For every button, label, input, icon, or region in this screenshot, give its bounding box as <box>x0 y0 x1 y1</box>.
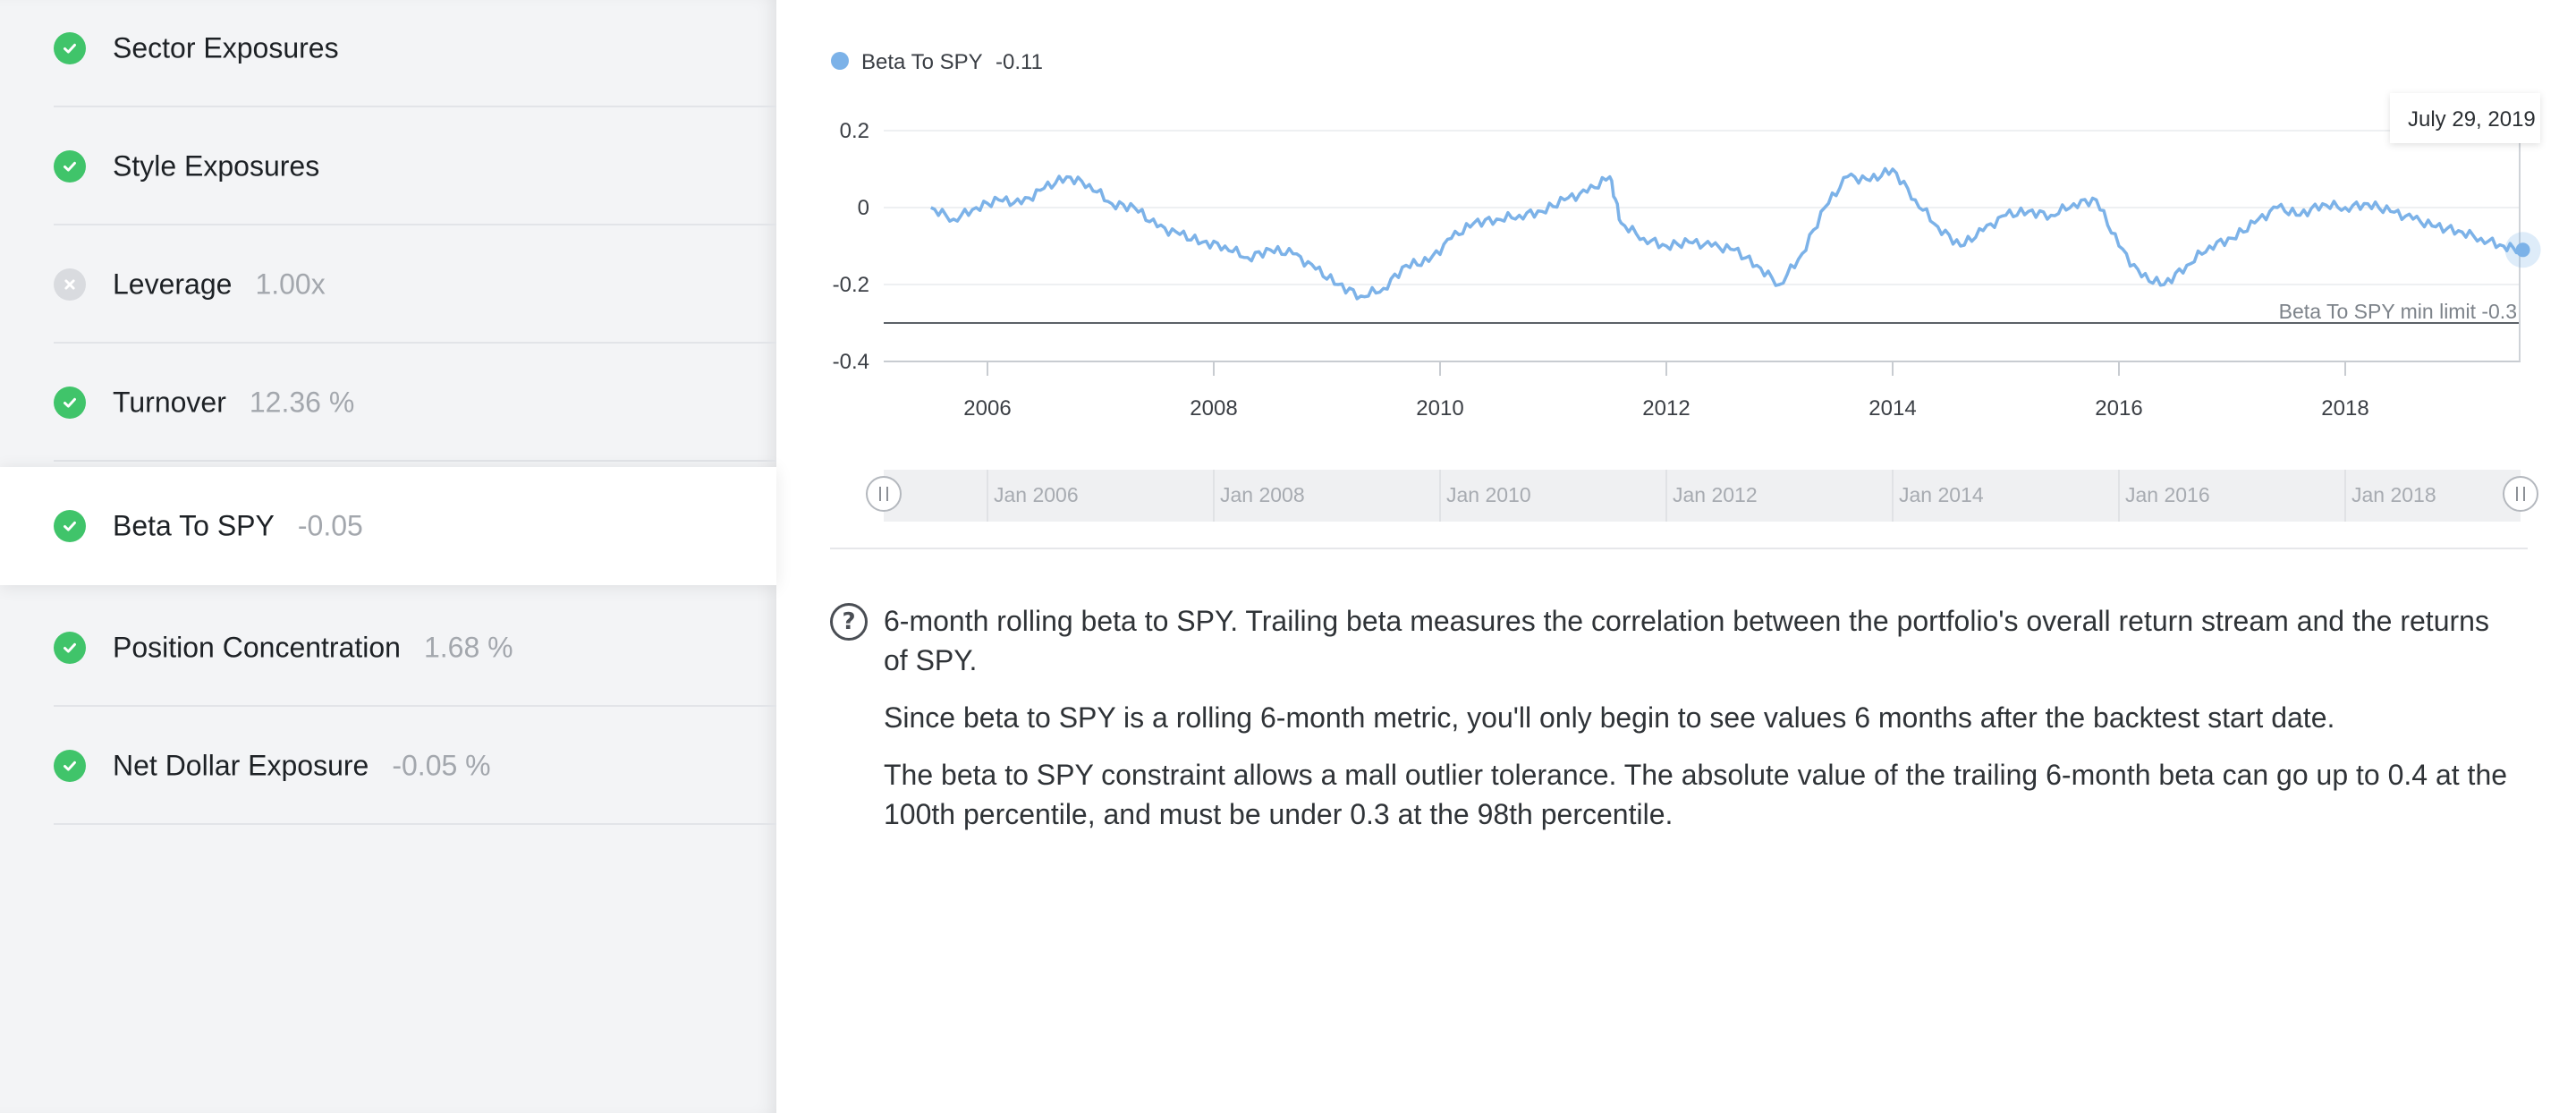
x-tick-label: 2018 <box>2321 396 2368 421</box>
divider <box>54 106 776 107</box>
y-tick-label: 0 <box>858 196 869 220</box>
x-tick-label: 2012 <box>1642 396 1690 421</box>
check-circle-icon <box>54 632 86 664</box>
navigator-label: Jan 2010 <box>1446 483 1531 506</box>
sidebar-item-value: 1.68 % <box>423 631 513 664</box>
sidebar-item-label: Leverage <box>113 268 233 301</box>
navigator-label: Jan 2006 <box>994 483 1079 506</box>
tooltip-box <box>2390 93 2540 143</box>
range-navigator[interactable]: Jan 2006 Jan 2008 Jan 2010 Jan 2012 Jan … <box>866 470 2538 522</box>
navigator-handle-right[interactable] <box>2503 476 2538 512</box>
x-tick-label: 2010 <box>1416 396 1463 421</box>
check-circle-icon <box>54 387 86 419</box>
y-tick-label: -0.2 <box>833 273 869 297</box>
x-tick-label: 2006 <box>963 396 1011 421</box>
navigator-label: Jan 2018 <box>2351 483 2436 506</box>
sidebar-item-label: Turnover <box>113 386 226 419</box>
navigator-label: Jan 2014 <box>1899 483 1984 506</box>
sidebar-item-value: 1.00x <box>255 268 326 301</box>
navigator-track <box>884 470 2521 522</box>
navigator-label: Jan 2008 <box>1220 483 1305 506</box>
check-circle-icon <box>54 150 86 183</box>
legend-marker <box>831 52 849 70</box>
constraints-sidebar: Sector Exposures Style Exposures Leverag… <box>0 0 776 1113</box>
legend-series-name: Beta To SPY <box>861 50 983 74</box>
navigator-label: Jan 2012 <box>1673 483 1758 506</box>
section-divider <box>830 548 2528 549</box>
chart-legend[interactable]: Beta To SPY -0.11 <box>831 50 1043 74</box>
sidebar-item-label: Beta To SPY <box>113 509 275 542</box>
tooltip-date: July 29, 2019 <box>2408 107 2536 132</box>
min-limit-label: Beta To SPY min limit -0.3 <box>2279 300 2517 323</box>
beta-series-line[interactable] <box>930 166 2525 301</box>
question-circle-icon: ? <box>830 603 868 641</box>
navigator-label: Jan 2016 <box>2125 483 2210 506</box>
sidebar-item-sector-exposures[interactable]: Sector Exposures <box>0 0 776 107</box>
beta-chart: Beta To SPY -0.11 0.2 0 -0.2 -0.4 2006 2… <box>831 50 2541 522</box>
description-paragraph: The beta to SPY constraint allows a mall… <box>884 759 2508 830</box>
sidebar-item-label: Net Dollar Exposure <box>113 749 369 782</box>
sidebar-item-value: -0.05 % <box>392 749 491 782</box>
divider <box>54 460 776 462</box>
y-tick-label: 0.2 <box>840 119 869 143</box>
sidebar-item-net-dollar-exposure[interactable]: Net Dollar Exposure -0.05 % <box>0 707 776 825</box>
sidebar-item-position-concentration[interactable]: Position Concentration 1.68 % <box>0 589 776 707</box>
divider <box>54 342 776 344</box>
chart-tooltip: July 29, 2019 <box>2390 93 2540 143</box>
description-paragraph: 6-month rolling beta to SPY. Trailing be… <box>884 605 2489 676</box>
sidebar-item-style-exposures[interactable]: Style Exposures <box>0 107 776 225</box>
x-tick-label: 2008 <box>1190 396 1237 421</box>
check-circle-icon <box>54 32 86 64</box>
navigator-handle-left[interactable] <box>866 476 902 512</box>
check-circle-icon <box>54 750 86 782</box>
sidebar-item-label: Sector Exposures <box>113 31 339 64</box>
check-circle-icon <box>54 510 86 542</box>
x-tick-label: 2016 <box>2095 396 2142 421</box>
sidebar-item-value: -0.05 <box>297 509 363 542</box>
hover-marker[interactable] <box>2515 242 2530 258</box>
constraint-description: 6-month rolling beta to SPY. Trailing be… <box>884 601 2521 852</box>
y-tick-label: -0.4 <box>833 350 869 374</box>
description-paragraph: Since beta to SPY is a rolling 6-month m… <box>884 701 2335 734</box>
x-circle-icon <box>54 268 86 301</box>
sidebar-item-label: Style Exposures <box>113 149 320 183</box>
sidebar-item-label: Position Concentration <box>113 631 401 664</box>
x-tick-label: 2014 <box>1868 396 1916 421</box>
sidebar-item-value: 12.36 % <box>249 386 355 419</box>
divider <box>54 823 776 825</box>
sidebar-item-beta-to-spy[interactable]: Beta To SPY -0.05 <box>0 467 776 585</box>
divider <box>54 224 776 225</box>
divider <box>54 705 776 707</box>
legend-series-value: -0.11 <box>996 50 1043 74</box>
sidebar-item-leverage[interactable]: Leverage 1.00x <box>0 225 776 344</box>
sidebar-item-turnover[interactable]: Turnover 12.36 % <box>0 344 776 462</box>
main-panel: Beta To SPY -0.11 0.2 0 -0.2 -0.4 2006 2… <box>776 0 2576 1113</box>
